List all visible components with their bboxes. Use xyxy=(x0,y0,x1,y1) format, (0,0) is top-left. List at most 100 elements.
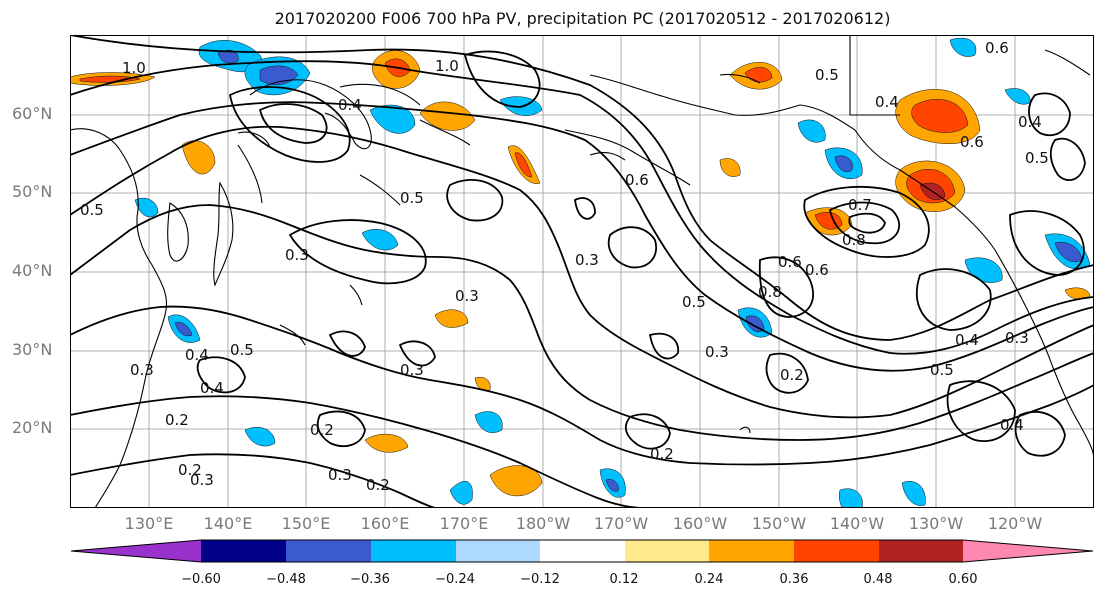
lon-label: 160°W xyxy=(672,514,728,533)
shade-negative xyxy=(449,481,473,505)
contour-label: 0.4 xyxy=(955,331,979,349)
colorbar-segment xyxy=(201,540,286,562)
shade-positive xyxy=(79,75,141,83)
pv-contours xyxy=(70,35,1094,508)
contour-label: 0.6 xyxy=(960,133,984,151)
contour-label: 0.4 xyxy=(200,379,224,397)
lat-label-60n: 60°N xyxy=(12,104,53,123)
colorbar-tick: 0.24 xyxy=(694,572,724,587)
contour-label: 0.6 xyxy=(778,253,802,271)
shade-negative xyxy=(949,37,977,57)
contour-label: 0.3 xyxy=(1005,329,1029,347)
contour-label: 1.0 xyxy=(435,57,459,75)
contour-label: 0.6 xyxy=(805,261,829,279)
colorbar-tick: 0.12 xyxy=(609,572,639,587)
colorbar-tick: 0.48 xyxy=(863,572,893,587)
contour-label: 0.3 xyxy=(285,246,309,264)
contour-label: 0.5 xyxy=(400,189,424,207)
map-title: 2017020200 F006 700 hPa PV, precipitatio… xyxy=(274,9,891,28)
colorbar-segment xyxy=(371,540,456,562)
colorbar-tick: −0.24 xyxy=(435,572,475,587)
contour-labels: 1.0 1.0 0.5 0.4 0.6 0.5 0.4 0.5 0.3 0.2 … xyxy=(80,39,1049,494)
shade-negative xyxy=(244,427,276,447)
colorbar-segment xyxy=(71,540,201,562)
shade-negative xyxy=(174,322,193,337)
colorbar-segment xyxy=(286,540,371,562)
lon-label: 140°W xyxy=(829,514,885,533)
contour-label: 0.5 xyxy=(1025,149,1049,167)
colorbar-outline xyxy=(70,539,1094,563)
contour-label: 0.3 xyxy=(400,361,424,379)
lat-label-20n: 20°N xyxy=(12,418,53,437)
contour-label: 0.4 xyxy=(1000,416,1024,434)
contour-label: 0.6 xyxy=(985,39,1009,57)
shade-negative xyxy=(838,488,863,508)
contour-label: 0.2 xyxy=(780,366,804,384)
contour-label: 0.6 xyxy=(625,171,649,189)
contour-label: 0.5 xyxy=(80,201,104,219)
colorbar-tick: 0.60 xyxy=(948,572,978,587)
lon-label: 120°W xyxy=(987,514,1043,533)
lon-label: 170°W xyxy=(593,514,649,533)
shade-negative xyxy=(369,104,416,134)
contour-label: 0.3 xyxy=(705,343,729,361)
colorbar-segment xyxy=(963,540,1093,562)
shade-positive xyxy=(489,465,543,497)
lat-label-30n: 30°N xyxy=(12,340,53,359)
lon-label: 160°E xyxy=(360,514,410,533)
shade-positive xyxy=(514,152,533,178)
shade-positive xyxy=(364,433,409,453)
lon-label: 130°E xyxy=(124,514,174,533)
contour-label: 0.4 xyxy=(875,93,899,111)
map-border xyxy=(70,35,1094,508)
contour-label: 0.8 xyxy=(758,283,782,301)
colorbar-segment xyxy=(540,540,625,562)
shade-negative xyxy=(217,50,239,64)
lat-label-40n: 40°N xyxy=(12,261,53,280)
contour-label: 0.4 xyxy=(338,96,362,114)
contour-label: 0.8 xyxy=(842,231,866,249)
lat-label-50n: 50°N xyxy=(12,182,53,201)
contour-label: 0.7 xyxy=(848,196,872,214)
shade-negative xyxy=(134,197,159,218)
contour-label: 1.0 xyxy=(122,59,146,77)
colorbar-tick: −0.48 xyxy=(266,572,306,587)
contour-label: 0.2 xyxy=(310,421,334,439)
contour-label: 0.5 xyxy=(815,66,839,84)
lon-label: 140°E xyxy=(203,514,253,533)
contour-label: 0.5 xyxy=(230,341,254,359)
colorbar-tick: −0.60 xyxy=(181,572,221,587)
shade-positive xyxy=(474,377,491,391)
colorbar-segment xyxy=(879,540,963,562)
colorbar-segment xyxy=(456,540,540,562)
lon-label: 170°E xyxy=(439,514,489,533)
shade-positive xyxy=(419,101,476,131)
lon-label: 150°W xyxy=(751,514,807,533)
contour-label: 0.2 xyxy=(650,445,674,463)
colorbar-segment xyxy=(709,540,794,562)
contour-label: 0.3 xyxy=(328,466,352,484)
shade-negative xyxy=(901,481,926,506)
contour-label: 0.3 xyxy=(130,361,154,379)
shade-positive xyxy=(434,309,469,328)
map-panel: 1.0 1.0 0.5 0.4 0.6 0.5 0.4 0.5 0.3 0.2 … xyxy=(70,35,1094,508)
shade-negative xyxy=(474,411,503,433)
contour-label: 0.2 xyxy=(165,411,189,429)
colorbar-segment xyxy=(625,540,709,562)
contour-label: 0.3 xyxy=(455,287,479,305)
contour-label: 0.2 xyxy=(178,461,202,479)
lon-label: 180°W xyxy=(515,514,571,533)
contour-label: 0.5 xyxy=(930,361,954,379)
contour-label: 0.4 xyxy=(185,346,209,364)
colorbar-segment xyxy=(794,540,879,562)
contour-label: 0.2 xyxy=(366,476,390,494)
contour-label: 0.3 xyxy=(575,251,599,269)
lon-label: 130°W xyxy=(908,514,964,533)
contour-label: 0.5 xyxy=(682,293,706,311)
shade-negative xyxy=(834,155,853,173)
shade-negative xyxy=(605,479,619,492)
lon-label: 150°E xyxy=(281,514,331,533)
colorbar-tick: −0.36 xyxy=(350,572,390,587)
colorbar-tick: −0.12 xyxy=(520,572,560,587)
shade-positive xyxy=(719,158,741,177)
